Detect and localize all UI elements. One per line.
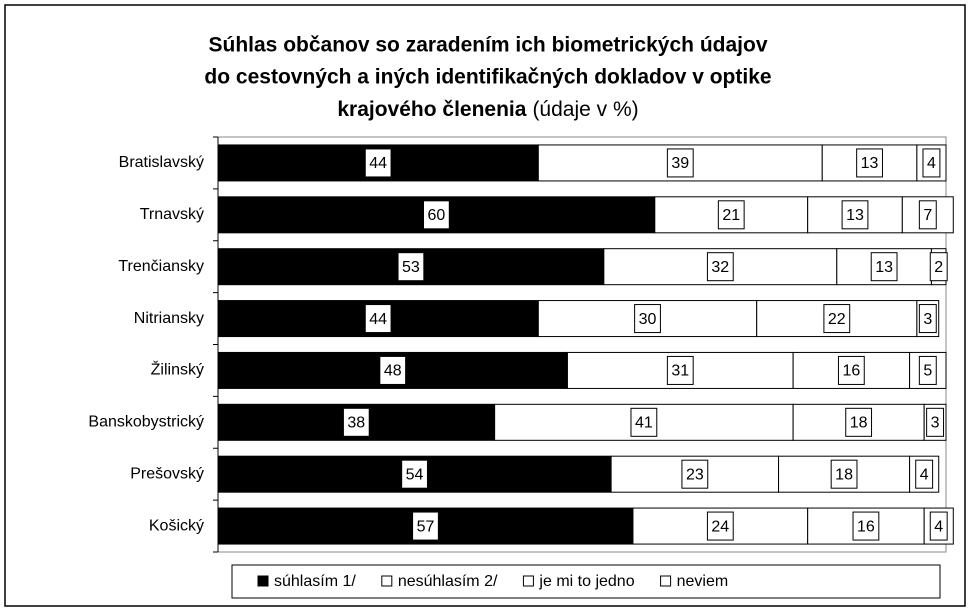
label-box [666,148,694,178]
data-label: 3 [923,311,932,328]
label-box [717,200,745,230]
label-box [401,459,428,489]
data-label: 32 [711,259,729,276]
label-box [856,148,883,178]
label-box [852,511,880,541]
data-label: 4 [934,518,943,535]
label-box [681,459,709,489]
data-label: 13 [861,155,879,172]
legend-marker [522,575,534,587]
label-box [634,304,661,334]
data-label: 38 [347,415,365,432]
data-label: 4 [927,155,936,172]
legend-label: je mi to jedno [538,573,634,590]
label-box [342,407,370,437]
data-label: 21 [722,207,740,224]
y-tick-label: Banskobystrický [88,414,204,431]
label-box [926,407,945,437]
legend-marker [257,575,269,587]
label-box [841,200,869,230]
chart-title: krajového členenia [337,98,526,121]
data-label: 13 [846,207,864,224]
data-label: 7 [923,207,932,224]
label-box [918,304,937,334]
legend-marker [381,575,393,587]
label-box [706,511,734,541]
data-label: 60 [428,207,446,224]
legend [231,564,941,599]
legend-label: nesúhlasím 2/ [398,573,498,590]
data-label: 44 [369,311,387,328]
label-box [837,355,865,385]
label-box [823,304,851,334]
label-box [630,407,658,437]
data-label: 39 [671,155,689,172]
y-tick-label: Bratislavský [119,154,204,171]
legend-marker [660,575,672,587]
label-box [706,252,734,282]
label-box [423,200,450,230]
y-tick-label: Košický [149,517,204,534]
label-box [379,355,407,385]
data-label: 24 [711,518,729,535]
chart-title: do cestovných a iných identifikačných do… [204,66,771,89]
y-tick-label: Nitriansky [134,310,204,327]
label-box [364,148,392,178]
label-box [929,252,948,282]
data-label: 18 [835,466,853,483]
label-box [830,459,858,489]
data-label: 16 [857,518,875,535]
label-box [915,459,934,489]
data-label: 30 [639,311,657,328]
label-box [929,511,948,541]
data-label: 4 [920,466,929,483]
data-label: 41 [635,415,653,432]
data-label: 16 [842,363,860,380]
data-label: 18 [850,415,868,432]
chart-title: krajového členenia (údaje v %) [337,98,638,121]
data-label: 2 [934,259,943,276]
label-box [397,252,425,282]
data-label: 22 [828,311,846,328]
y-tick-label: Žilinský [151,360,204,379]
data-label: 44 [369,155,387,172]
legend-label: súhlasím 1/ [274,573,356,590]
label-box [845,407,873,437]
label-box [870,252,898,282]
data-label: 23 [686,466,704,483]
y-tick-label: Trnavský [140,206,204,223]
title-note: (údaje v %) [532,98,638,121]
data-label: 31 [671,363,689,380]
legend-label: neviem [677,573,729,590]
data-label: 54 [406,466,424,483]
y-tick-label: Prešovský [130,465,204,482]
label-box [918,355,937,385]
label-box [922,148,941,178]
y-tick-label: Trenčiansky [118,258,204,275]
label-box [666,355,694,385]
data-label: 5 [923,363,932,380]
data-label: 53 [402,259,420,276]
data-label: 48 [384,363,402,380]
data-label: 13 [875,259,893,276]
label-box [364,304,392,334]
label-box [918,200,937,230]
label-box [412,511,439,541]
chart-title: Súhlas občanov so zaradením ich biometri… [209,34,768,57]
data-label: 3 [931,415,940,432]
data-label: 57 [417,518,435,535]
